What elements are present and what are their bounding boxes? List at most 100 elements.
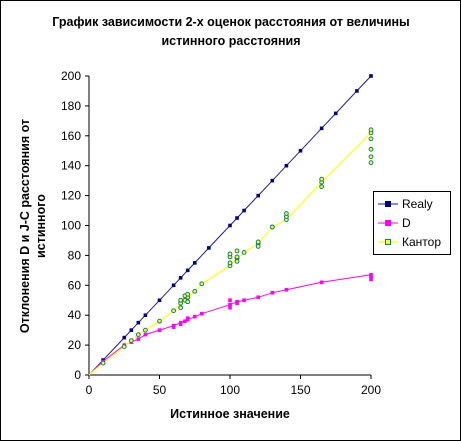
data-point-d bbox=[235, 301, 239, 306]
data-point-realy bbox=[171, 283, 176, 288]
legend-item-d: D bbox=[377, 215, 449, 231]
data-point-kantor bbox=[241, 250, 247, 255]
data-point-kantor bbox=[143, 327, 148, 333]
data-point-realy bbox=[157, 298, 162, 303]
data-point-kantor bbox=[368, 154, 374, 160]
y-tick-label: 40 bbox=[68, 308, 82, 322]
legend-label-kantor: Кантор bbox=[402, 235, 441, 249]
data-point-kantor bbox=[227, 260, 233, 266]
legend-label-realy: Realy bbox=[402, 197, 433, 211]
data-point-realy bbox=[192, 261, 197, 265]
data-point-kantor bbox=[255, 244, 261, 249]
data-point-d bbox=[369, 277, 373, 282]
data-point-realy bbox=[319, 126, 324, 131]
data-point-kantor bbox=[284, 211, 289, 216]
data-point-kantor bbox=[192, 288, 198, 294]
data-point-kantor bbox=[234, 254, 240, 260]
data-point-kantor bbox=[368, 136, 374, 142]
y-tick-label: 160 bbox=[61, 129, 81, 143]
data-point-d bbox=[228, 298, 232, 303]
y-axis-label: Отклонения D и J-C расстояния от истинно… bbox=[18, 118, 48, 334]
data-point-d bbox=[228, 302, 232, 307]
data-point-d bbox=[183, 319, 187, 323]
data-point-kantor bbox=[178, 305, 184, 311]
data-point-realy bbox=[235, 216, 239, 220]
data-point-kantor bbox=[269, 224, 275, 230]
x-tick-label: 100 bbox=[220, 383, 240, 397]
x-tick-label: 200 bbox=[361, 383, 381, 397]
data-point-realy bbox=[185, 268, 190, 273]
data-point-kantor bbox=[227, 251, 233, 257]
data-point-realy bbox=[207, 246, 211, 250]
data-point-realy bbox=[270, 178, 275, 183]
data-point-kantor bbox=[368, 146, 374, 152]
data-point-kantor bbox=[368, 160, 374, 166]
legend-swatch-realy bbox=[378, 201, 398, 207]
data-point-d bbox=[270, 290, 275, 295]
legend-swatch-kantor bbox=[378, 239, 398, 245]
data-point-kantor bbox=[178, 297, 184, 303]
data-point-kantor bbox=[171, 308, 177, 314]
data-point-d bbox=[185, 316, 190, 320]
series-line-d bbox=[88, 274, 372, 376]
data-point-kantor bbox=[319, 176, 325, 182]
data-point-d bbox=[178, 322, 183, 326]
chart-title: График зависимости 2-х оценок расстояния… bbox=[52, 15, 410, 48]
data-point-realy bbox=[355, 89, 359, 93]
y-tick-label: 100 bbox=[61, 219, 81, 233]
data-point-kantor bbox=[368, 127, 374, 133]
data-point-realy bbox=[129, 328, 134, 332]
data-point-kantor bbox=[319, 184, 325, 190]
data-point-kantor bbox=[255, 239, 261, 245]
data-point-realy bbox=[242, 208, 246, 213]
data-point-d bbox=[200, 311, 204, 316]
y-tick-label: 180 bbox=[61, 99, 81, 113]
data-point-d bbox=[157, 328, 162, 332]
data-point-realy bbox=[178, 276, 183, 280]
legend-swatch-d bbox=[378, 220, 398, 226]
y-tick-label: 140 bbox=[61, 159, 81, 173]
y-tick-label: 200 bbox=[61, 69, 81, 83]
data-point-realy bbox=[228, 223, 232, 228]
data-point-d bbox=[319, 280, 324, 285]
x-tick-label: 50 bbox=[153, 383, 167, 397]
data-point-kantor bbox=[199, 281, 205, 287]
data-point-kantor bbox=[185, 291, 191, 297]
data-point-realy bbox=[122, 335, 127, 340]
data-point-realy bbox=[136, 320, 141, 325]
x-axis-label: Истинное значение bbox=[170, 407, 290, 421]
legend-item-kantor: Кантор bbox=[377, 234, 449, 250]
data-point-d bbox=[369, 274, 373, 279]
data-point-realy bbox=[256, 193, 260, 198]
data-point-d bbox=[143, 332, 148, 337]
x-tick-label: 150 bbox=[290, 383, 310, 397]
data-point-realy bbox=[284, 163, 289, 168]
data-point-kantor bbox=[121, 344, 127, 349]
data-point-d bbox=[256, 295, 260, 300]
data-point-d bbox=[171, 325, 176, 329]
data-point-kantor bbox=[135, 332, 141, 338]
data-point-d bbox=[284, 287, 289, 292]
y-tick-label: 120 bbox=[61, 189, 81, 203]
data-point-kantor bbox=[128, 338, 134, 344]
y-tick-label: 0 bbox=[74, 368, 81, 382]
legend: Realy D Кантор bbox=[373, 191, 451, 255]
data-point-realy bbox=[333, 111, 338, 116]
y-tick-label: 80 bbox=[68, 248, 82, 262]
x-tick-label: 0 bbox=[86, 383, 93, 397]
data-point-kantor bbox=[234, 258, 240, 264]
data-point-realy bbox=[143, 313, 148, 317]
data-point-d bbox=[192, 314, 197, 319]
data-point-d bbox=[136, 337, 141, 341]
data-point-kantor bbox=[185, 299, 191, 305]
y-axis-label-wrap: Отклонения D и J-C расстояния от истинно… bbox=[11, 81, 55, 371]
data-point-d bbox=[242, 298, 246, 303]
data-point-kantor bbox=[157, 318, 162, 324]
y-tick-label: 60 bbox=[68, 278, 82, 292]
data-point-kantor bbox=[234, 248, 240, 254]
legend-item-realy: Realy bbox=[377, 196, 449, 212]
data-point-realy bbox=[298, 148, 303, 153]
data-point-kantor bbox=[100, 360, 106, 366]
